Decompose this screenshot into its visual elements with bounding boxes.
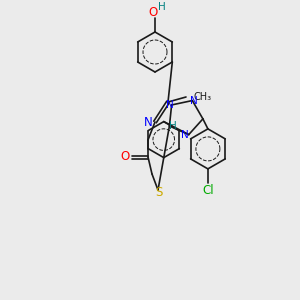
Text: CH₃: CH₃ xyxy=(193,92,211,102)
Text: Cl: Cl xyxy=(202,184,214,197)
Text: H: H xyxy=(158,2,166,12)
Text: N: N xyxy=(166,100,173,110)
Text: H: H xyxy=(169,121,177,131)
Text: O: O xyxy=(148,5,158,19)
Text: O: O xyxy=(120,151,130,164)
Text: N: N xyxy=(144,116,152,128)
Text: N: N xyxy=(181,130,189,140)
Text: S: S xyxy=(155,185,163,199)
Text: N: N xyxy=(190,96,198,106)
